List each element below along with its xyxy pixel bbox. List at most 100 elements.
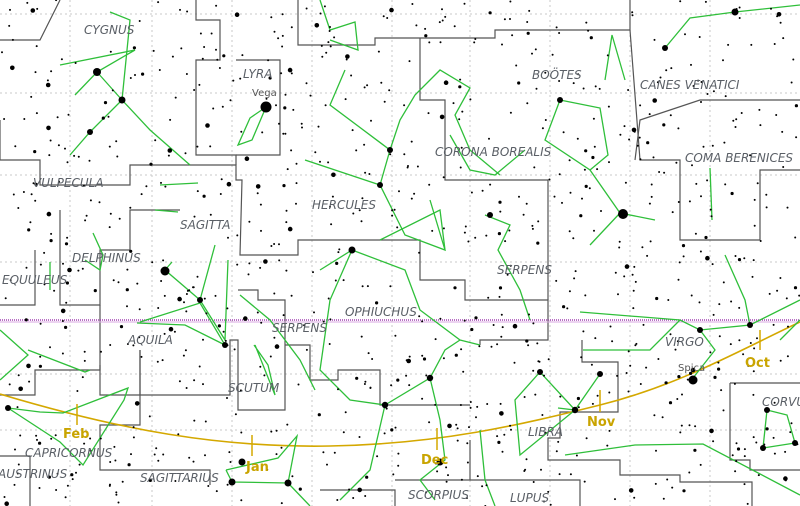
star [314, 23, 320, 28]
star [35, 184, 38, 186]
star [753, 347, 756, 350]
star [528, 313, 530, 316]
label-scorpius[interactable]: SCORPIUS [408, 488, 469, 502]
star [70, 473, 74, 477]
star [204, 420, 207, 423]
star [198, 365, 201, 368]
star [269, 355, 272, 358]
star [679, 431, 682, 434]
star [125, 288, 129, 292]
star [76, 390, 79, 392]
label-equuleus[interactable]: EQUULEUS [2, 273, 68, 287]
star [582, 330, 585, 333]
star [178, 380, 181, 383]
star-altair [160, 266, 170, 276]
label-serpens-cauda[interactable]: SERPENS [272, 321, 327, 335]
star [344, 411, 347, 414]
label-piscis-austrinus[interactable]: AUSTRINUS [0, 467, 68, 481]
star [648, 202, 651, 205]
star [549, 503, 552, 506]
label-bootes[interactable]: BOÖTES [532, 66, 582, 82]
label-libra[interactable]: LIBRA [528, 425, 563, 439]
star [53, 289, 56, 292]
label-scutum[interactable]: SCUTUM [228, 381, 280, 395]
star [718, 335, 721, 338]
star [686, 378, 689, 381]
star [415, 24, 418, 27]
star [281, 13, 284, 16]
star [132, 46, 136, 50]
star [60, 308, 66, 314]
star [115, 491, 118, 494]
star [459, 404, 462, 406]
star [8, 383, 11, 386]
label-lupus[interactable]: LUPUS [510, 491, 549, 505]
star [111, 89, 114, 92]
star [66, 484, 69, 487]
star [755, 441, 758, 444]
star [509, 0, 512, 3]
star [367, 352, 370, 355]
star [283, 106, 287, 110]
star [543, 500, 545, 503]
label-coma-berenices[interactable]: COMA BERENICES [685, 151, 793, 165]
label-ophiuchus[interactable]: OPHIUCHUS [345, 305, 417, 319]
star [61, 320, 64, 322]
label-capricornus[interactable]: CAPRICORNUS [25, 446, 113, 460]
star [259, 365, 262, 368]
star [100, 350, 102, 353]
star [478, 345, 481, 348]
star [270, 245, 273, 247]
label-vega[interactable]: Vega [252, 88, 277, 99]
star [606, 54, 609, 57]
label-cygnus[interactable]: CYGNUS [84, 23, 135, 37]
star [126, 305, 128, 308]
label-spica[interactable]: Spica [678, 363, 705, 374]
star [503, 433, 506, 436]
label-serpens-caput[interactable]: SERPENS [497, 263, 552, 277]
label-corona-borealis[interactable]: CORONA BOREALIS [435, 145, 552, 159]
star [428, 183, 431, 186]
star [140, 193, 143, 196]
star [515, 64, 518, 67]
star [487, 296, 490, 299]
label-corvus[interactable]: CORVUS [762, 395, 800, 409]
star [500, 313, 503, 316]
star [458, 118, 461, 121]
star [674, 348, 677, 351]
star [32, 182, 35, 185]
star [183, 301, 185, 304]
star [226, 483, 229, 486]
star [438, 21, 441, 24]
star [226, 181, 232, 187]
label-aquila[interactable]: AQUILA [127, 333, 173, 347]
label-hercules[interactable]: HERCULES [312, 198, 376, 212]
star [274, 344, 280, 349]
month-labels: Oct Nov Dec Jan Feb [63, 356, 770, 475]
star [589, 36, 593, 40]
star [765, 193, 768, 196]
star [646, 254, 649, 257]
star [596, 168, 599, 171]
label-sagitta[interactable]: SAGITTA [180, 218, 230, 232]
label-sagittarius[interactable]: SAGITTARIUS [140, 471, 219, 485]
star [233, 348, 236, 351]
label-canes-venatici[interactable]: CANES VENATICI [640, 78, 740, 92]
star [319, 12, 322, 15]
star [46, 79, 49, 82]
label-virgo[interactable]: VIRGO [665, 335, 704, 349]
star [55, 489, 58, 491]
label-delphinus[interactable]: DELPHINUS [72, 251, 141, 265]
star [425, 491, 428, 494]
star [228, 451, 231, 454]
label-lyra[interactable]: LYRA [243, 67, 272, 81]
star [260, 321, 263, 324]
star [467, 240, 470, 243]
star [64, 147, 66, 150]
star [497, 232, 501, 236]
label-vulpecula[interactable]: VULPECULA [33, 176, 104, 190]
star [734, 255, 737, 257]
star [327, 41, 330, 44]
